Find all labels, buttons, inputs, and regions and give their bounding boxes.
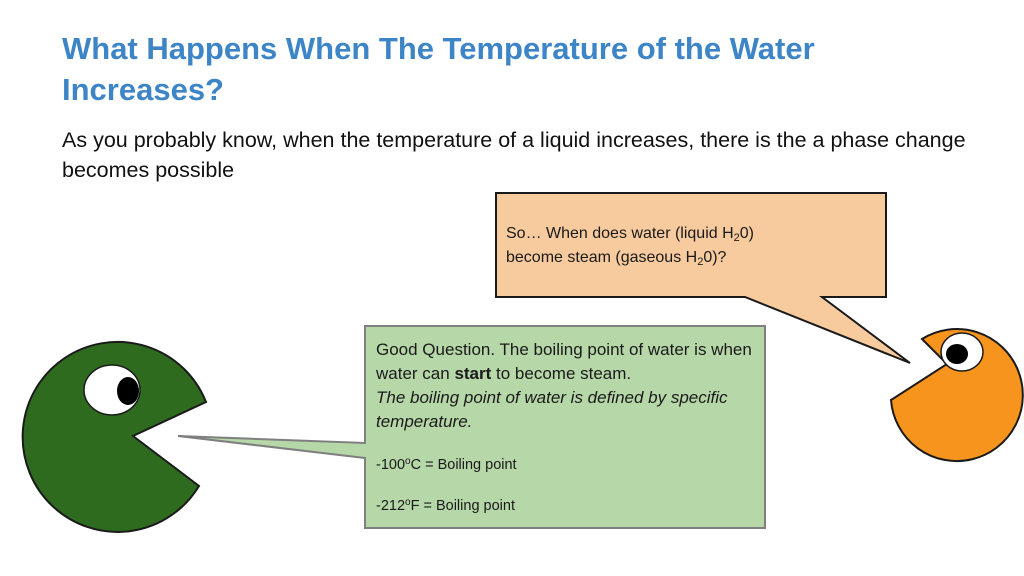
intro-text: As you probably know, when the temperatu… bbox=[62, 128, 966, 182]
slide-title: What Happens When The Temperature of the… bbox=[62, 31, 815, 107]
answer-text: Good Question. The boiling point of wate… bbox=[376, 338, 761, 515]
answer-statement: Good Question. The boiling point of wate… bbox=[376, 340, 752, 383]
green-pacman-icon bbox=[21, 340, 208, 533]
orange-pacman-icon bbox=[889, 328, 1024, 463]
answer-definition: The boiling point of water is defined by… bbox=[376, 388, 728, 431]
question-line-2: become steam (gaseous H20)? bbox=[506, 249, 727, 268]
answer-bubble bbox=[177, 325, 766, 529]
question-bubble bbox=[495, 192, 911, 364]
question-line-1: So… When does water (liquid H20) bbox=[506, 225, 755, 244]
fahrenheit-boiling-point: -212oF = Boiling point bbox=[376, 497, 515, 515]
question-text: So… When does water (liquid H20) become … bbox=[506, 222, 846, 270]
celsius-boiling-point: -100oC = Boiling point bbox=[376, 456, 517, 474]
